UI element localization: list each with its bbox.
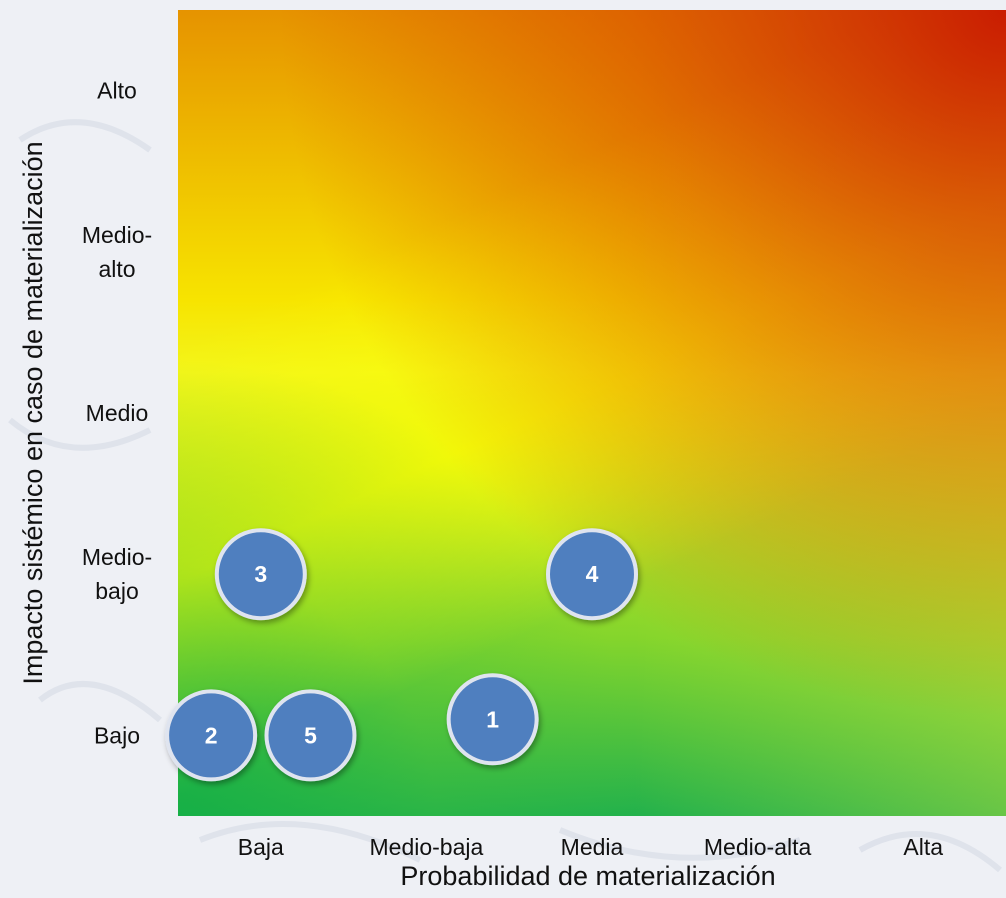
risk-point-1[interactable]: 1	[446, 673, 539, 766]
risk-point-label: 5	[304, 722, 317, 748]
x-tick-label: Baja	[238, 834, 284, 860]
risk-points: 1 2 3 4 5	[165, 528, 638, 782]
x-axis-tick-labels: Baja Medio-baja Media Medio-alta Alta	[238, 834, 943, 860]
y-tick-label: Bajo	[94, 722, 140, 748]
y-tick-label: Medio-	[82, 544, 152, 570]
risk-point-marker[interactable]	[264, 689, 357, 782]
risk-point-label: 4	[586, 561, 599, 587]
risk-point-marker[interactable]	[214, 528, 307, 621]
risk-point-3[interactable]: 3	[214, 528, 307, 621]
risk-heatmap-plot-area	[178, 10, 1006, 816]
x-tick-label: Alta	[903, 834, 943, 860]
risk-point-marker[interactable]	[446, 673, 539, 766]
y-tick-label: Medio	[86, 400, 149, 426]
y-tick-label: Medio-	[82, 222, 152, 248]
x-axis-label: Probabilidad de materialización	[400, 861, 775, 891]
risk-point-label: 3	[254, 561, 267, 587]
risk-point-label: 2	[205, 722, 218, 748]
risk-point-5[interactable]: 5	[264, 689, 357, 782]
x-tick-label: Medio-baja	[370, 834, 484, 860]
y-axis-tick-labels: Bajo Medio-bajo Medio Medio-alto Alto	[82, 78, 152, 749]
risk-point-label: 1	[486, 706, 499, 732]
heatmap-green-corner	[178, 10, 1006, 816]
risk-point-4[interactable]: 4	[546, 528, 638, 621]
y-tick-label: bajo	[95, 578, 138, 604]
risk-point-marker[interactable]	[165, 689, 258, 782]
y-tick-label: Alto	[97, 78, 137, 104]
risk-point-marker[interactable]	[546, 528, 638, 621]
x-tick-label: Media	[561, 834, 624, 860]
y-tick-label: alto	[98, 256, 135, 282]
x-tick-label: Medio-alta	[704, 834, 812, 860]
risk-point-2[interactable]: 2	[165, 689, 258, 782]
y-axis-label: Impacto sistémico en caso de materializa…	[18, 141, 48, 684]
